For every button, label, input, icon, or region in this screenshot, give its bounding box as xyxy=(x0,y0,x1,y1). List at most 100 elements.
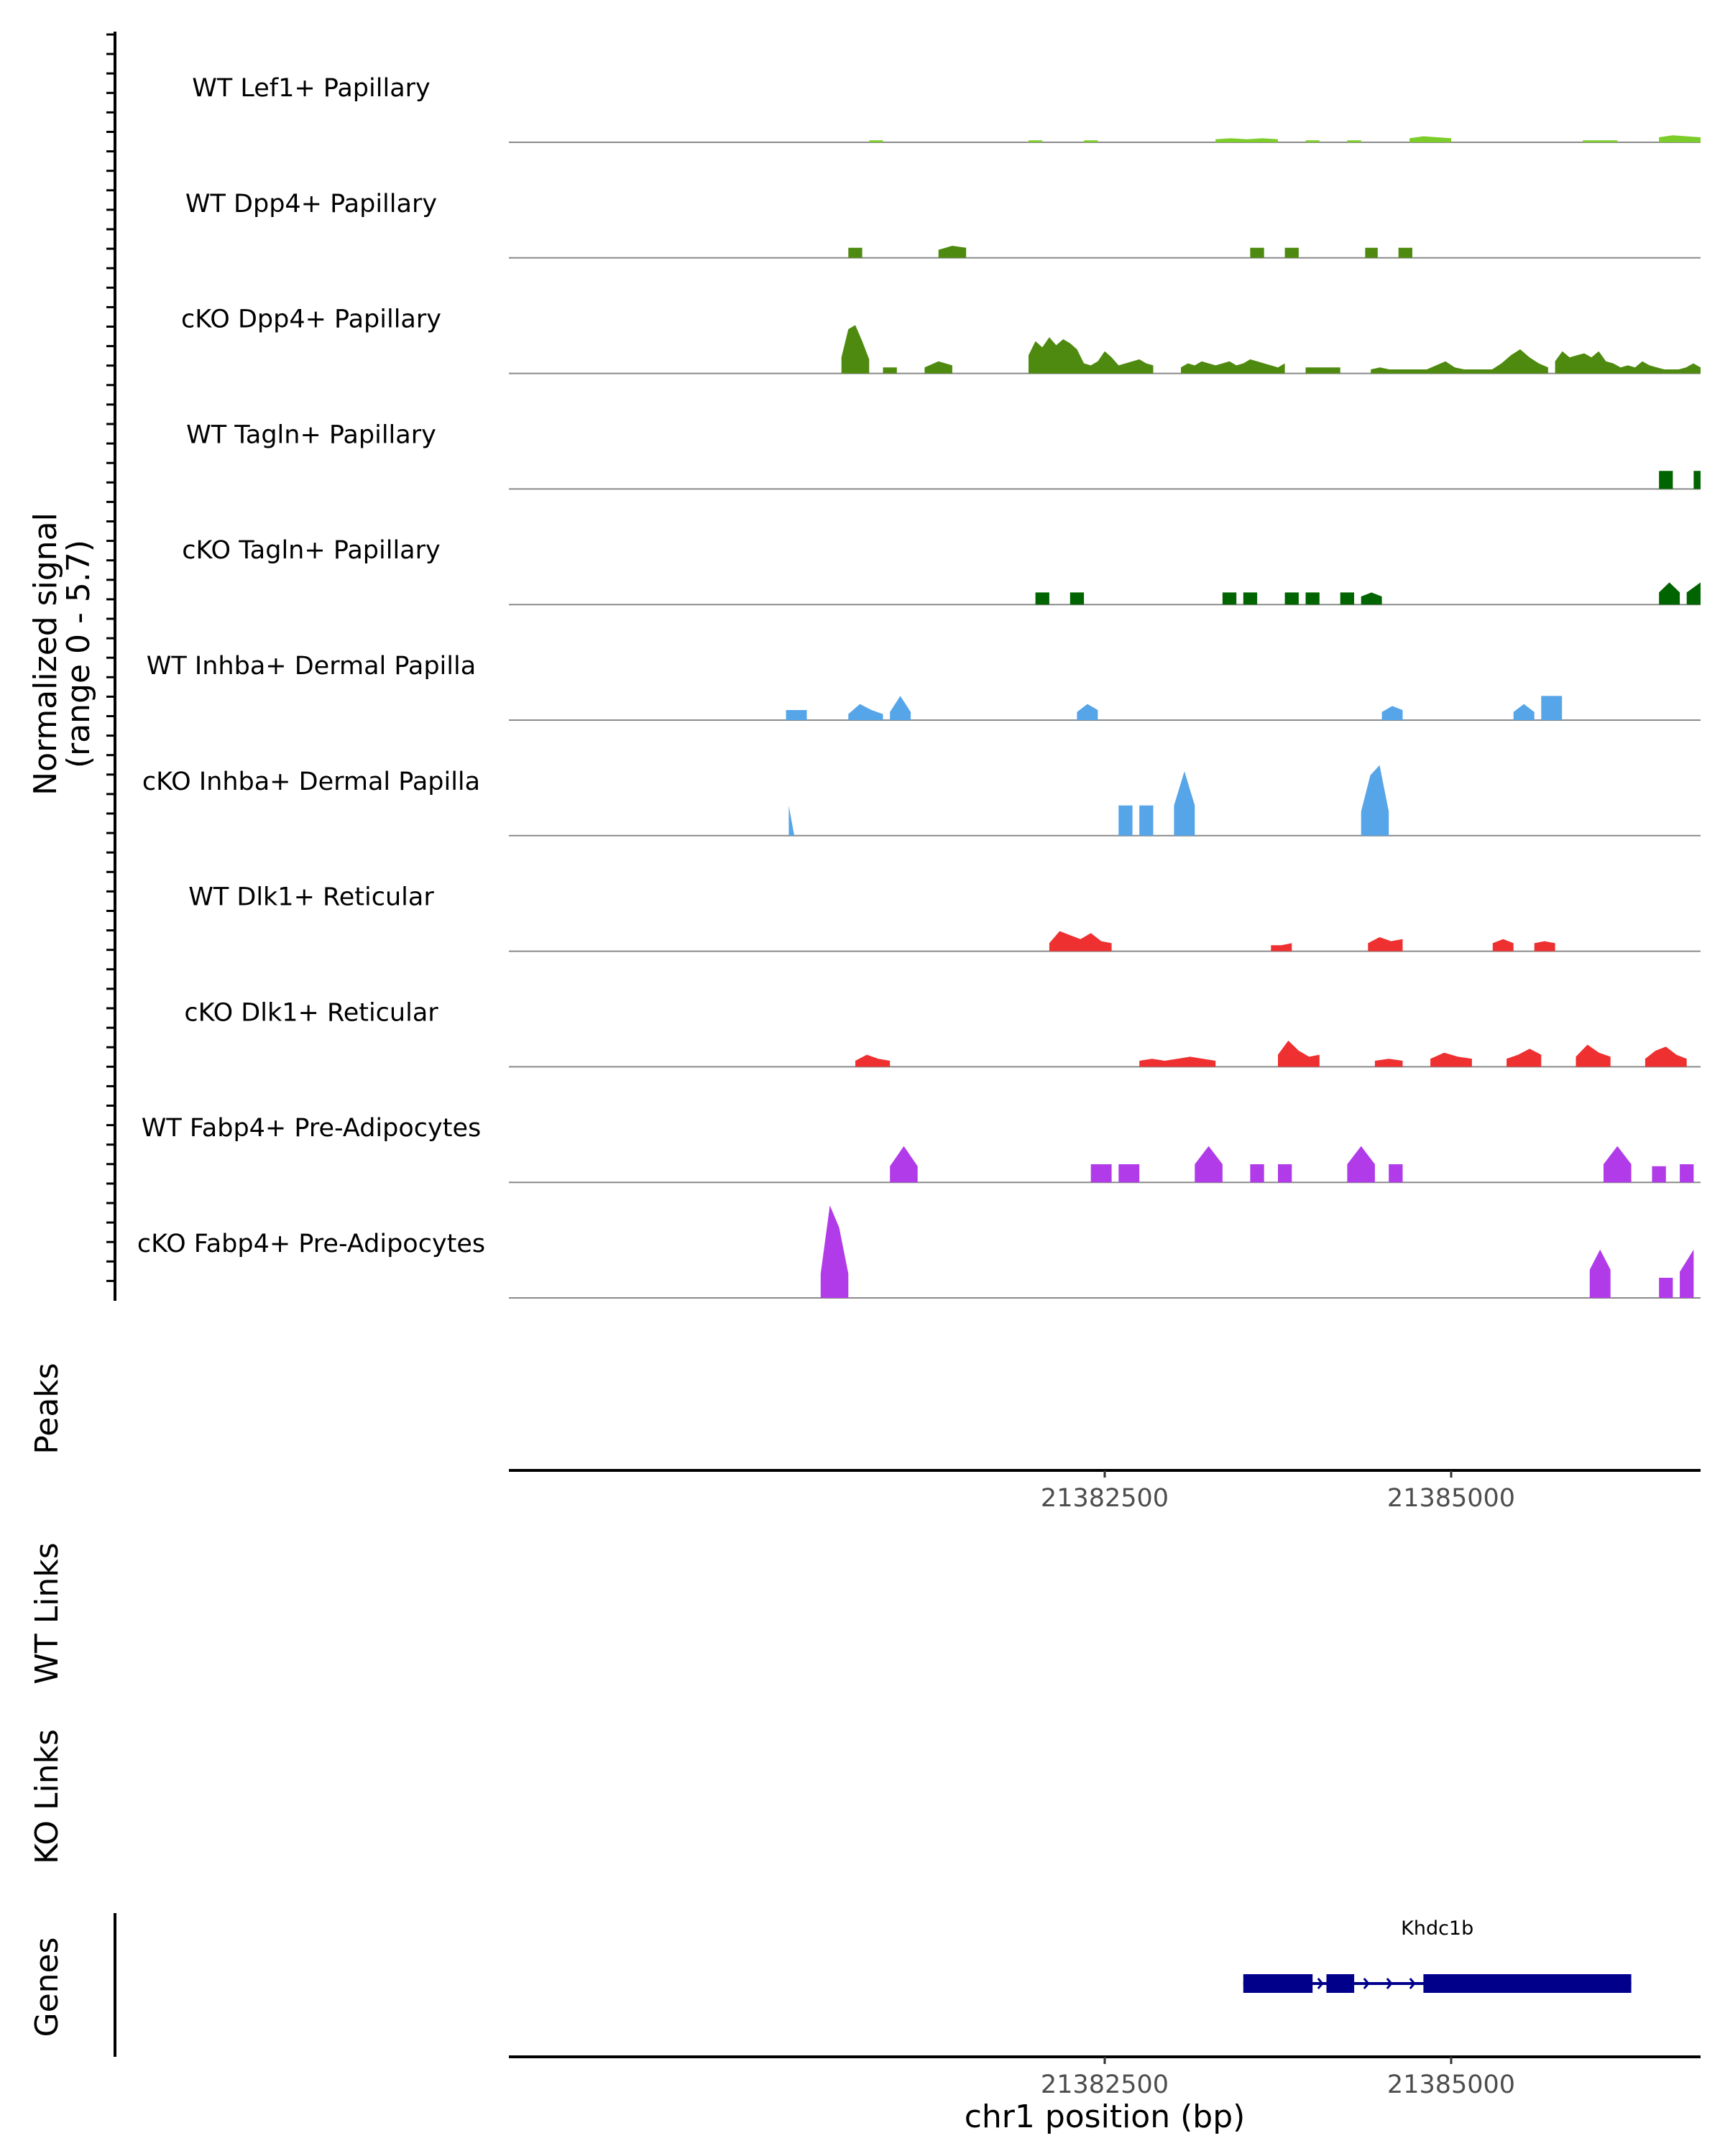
coverage-y-ticks xyxy=(106,33,115,1282)
coverage-area xyxy=(1347,140,1361,142)
coverage-area xyxy=(924,361,952,374)
coverage-area xyxy=(1589,1249,1611,1298)
coverage-area xyxy=(1340,592,1354,605)
y-axis-title-line1: Normalized signal xyxy=(27,512,64,796)
strand-arrow xyxy=(1317,1978,1324,1989)
strand-arrow xyxy=(1524,1978,1531,1989)
coverage-area xyxy=(1029,337,1154,374)
gene-exon xyxy=(1326,1974,1355,1993)
coverage-area xyxy=(1680,1249,1694,1298)
peaks-panel-label: Peaks xyxy=(29,1363,65,1454)
coverage-area xyxy=(1035,592,1049,605)
coverage-area xyxy=(1604,1146,1632,1183)
coverage-area xyxy=(1513,704,1535,720)
coverage-area xyxy=(1305,367,1340,374)
peaks-x-tick-label: 21385000 xyxy=(1387,1484,1515,1513)
strand-arrow xyxy=(1271,1978,1278,1989)
coverage-area xyxy=(1534,941,1555,952)
coverage-area xyxy=(1686,582,1701,605)
strand-arrow xyxy=(1501,1978,1508,1989)
coverage-area xyxy=(1077,704,1098,720)
strand-arrow xyxy=(1363,1978,1370,1989)
coverage-area xyxy=(1049,931,1112,952)
coverage-area xyxy=(890,696,911,720)
coverage-track: cKO Tagln+ Papillary xyxy=(182,536,1701,606)
coverage-area xyxy=(1070,592,1085,605)
gene-model xyxy=(1243,1974,1632,1993)
coverage-area xyxy=(1506,1049,1542,1067)
y-axis-title-line2: (range 0 - 5.7) xyxy=(60,540,97,768)
coverage-area xyxy=(1371,349,1548,374)
coverage-area xyxy=(1215,138,1278,142)
coverage-area xyxy=(1361,765,1389,836)
genes-x-tick-label: 21385000 xyxy=(1387,2070,1515,2099)
coverage-track: WT Dpp4+ Papillary xyxy=(185,190,1701,259)
coverage-track: cKO Dpp4+ Papillary xyxy=(181,305,1701,374)
coverage-area xyxy=(1222,592,1237,605)
coverage-area xyxy=(1652,1166,1666,1183)
coverage-area xyxy=(1243,592,1258,605)
strand-arrow xyxy=(1432,1978,1439,1989)
coverage-area xyxy=(786,710,807,720)
strand-arrow xyxy=(1616,1978,1623,1989)
strand-arrow xyxy=(1248,1978,1255,1989)
coverage-area xyxy=(1659,135,1701,142)
coverage-area xyxy=(1430,1052,1472,1067)
coverage-track: cKO Dlk1+ Reticular xyxy=(184,998,1701,1068)
track-label: cKO Dlk1+ Reticular xyxy=(184,998,438,1027)
strand-arrow xyxy=(1478,1978,1485,1989)
coverage-area xyxy=(848,704,883,720)
coverage-area xyxy=(1284,592,1299,605)
coverage-area xyxy=(1368,937,1403,952)
track-label: cKO Dpp4+ Papillary xyxy=(181,305,441,334)
coverage-tracks: WT Lef1+ Papillary WT Dpp4+ Papillary cKO … xyxy=(137,74,1701,1299)
strand-arrow xyxy=(1570,1978,1577,1989)
coverage-area xyxy=(788,805,795,836)
coverage-area xyxy=(1284,247,1299,258)
coverage-area xyxy=(1555,351,1701,374)
coverage-track: WT Tagln+ Papillary xyxy=(186,420,1701,490)
coverage-area xyxy=(1139,1056,1216,1067)
coverage-area xyxy=(1250,247,1264,258)
genes-panel-label: Genes xyxy=(29,1937,65,2037)
coverage-area xyxy=(1118,1164,1140,1183)
coverage-area xyxy=(1361,592,1382,605)
coverage-area xyxy=(1347,1146,1375,1183)
coverage-track: WT Dlk1+ Reticular xyxy=(188,883,1701,952)
wt-links-panel-label: WT Links xyxy=(29,1542,65,1684)
coverage-area xyxy=(1174,771,1195,836)
coverage-area xyxy=(1084,140,1098,142)
coverage-track: WT Inhba+ Dermal Papilla xyxy=(147,652,1701,721)
coverage-area xyxy=(1374,1059,1403,1067)
ko-links-panel-label: KO Links xyxy=(29,1729,65,1864)
coverage-area xyxy=(1118,805,1133,836)
coverage-area xyxy=(1381,706,1403,720)
coverage-area xyxy=(1090,1164,1112,1183)
track-label: WT Dpp4+ Papillary xyxy=(185,190,437,218)
track-label: cKO Fabp4+ Pre-Adipocytes xyxy=(137,1230,485,1258)
coverage-area xyxy=(1659,582,1680,605)
coverage-area xyxy=(820,1205,849,1298)
strand-arrow xyxy=(1386,1978,1393,1989)
strand-arrow xyxy=(1294,1978,1301,1989)
coverage-area xyxy=(1680,1164,1694,1183)
track-label: WT Lef1+ Papillary xyxy=(192,74,431,103)
genes-x-tick-label: 21382500 xyxy=(1041,2070,1169,2099)
coverage-area xyxy=(1250,1164,1264,1183)
x-axis-title: chr1 position (bp) xyxy=(965,2099,1246,2135)
strand-arrow xyxy=(1547,1978,1554,1989)
coverage-area xyxy=(1029,140,1043,142)
coverage-area xyxy=(1541,696,1563,720)
peaks-x-ticks: 213825002138500021387500 xyxy=(1041,1470,1515,1513)
coverage-track: cKO Fabp4+ Pre-Adipocytes xyxy=(137,1205,1701,1299)
coverage-area xyxy=(841,325,870,374)
coverage-area xyxy=(1583,140,1618,142)
coverage-area xyxy=(1278,1041,1320,1067)
coverage-area xyxy=(1409,136,1451,142)
track-label: WT Fabp4+ Pre-Adipocytes xyxy=(142,1114,481,1143)
track-label: WT Tagln+ Papillary xyxy=(186,420,436,449)
coverage-track: WT Fabp4+ Pre-Adipocytes xyxy=(142,1114,1701,1184)
coverage-area xyxy=(1659,1278,1673,1298)
coverage-area xyxy=(1195,1146,1223,1183)
